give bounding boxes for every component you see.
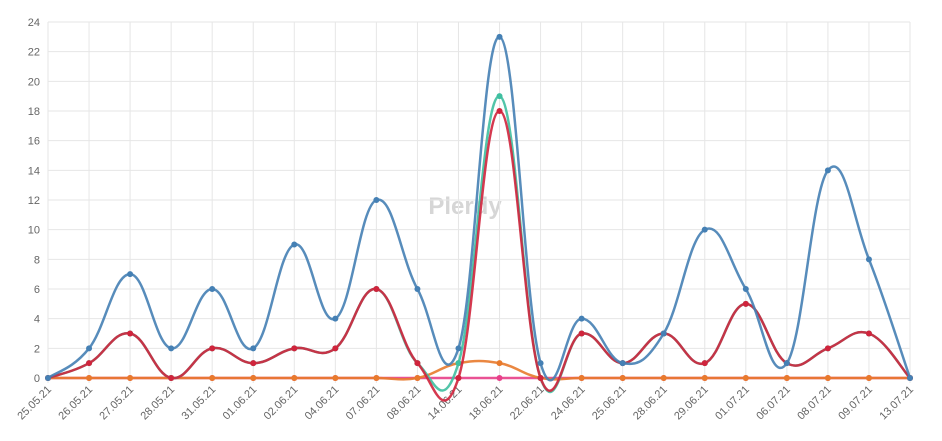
x-tick-label: 25.05.21 bbox=[15, 384, 54, 423]
x-tick-label: 07.06.21 bbox=[344, 384, 383, 423]
y-tick-label: 10 bbox=[28, 225, 40, 237]
data-point bbox=[86, 360, 93, 367]
data-point bbox=[291, 375, 298, 381]
y-tick-label: 0 bbox=[34, 373, 40, 385]
x-tick-label: 01.07.21 bbox=[713, 384, 752, 423]
series-line bbox=[47, 35, 912, 382]
y-tick-label: 20 bbox=[28, 76, 40, 88]
y-tick-label: 4 bbox=[34, 314, 40, 326]
data-point bbox=[537, 375, 544, 381]
data-point bbox=[455, 345, 462, 352]
data-point bbox=[783, 360, 790, 367]
x-tick-label: 02.06.21 bbox=[262, 384, 301, 423]
x-tick-label: 04.06.21 bbox=[303, 384, 342, 423]
data-point bbox=[496, 375, 503, 381]
data-point bbox=[332, 345, 339, 352]
data-point bbox=[168, 345, 175, 352]
data-point bbox=[250, 375, 257, 381]
x-tick-label: 31.05.21 bbox=[180, 384, 219, 423]
data-point bbox=[742, 286, 749, 292]
data-point bbox=[742, 300, 749, 307]
series-line bbox=[47, 109, 911, 402]
data-point bbox=[373, 375, 380, 381]
data-point bbox=[619, 375, 626, 381]
x-tick-label: 18.06.21 bbox=[467, 384, 506, 423]
y-tick-label: 8 bbox=[34, 254, 40, 266]
data-point bbox=[496, 93, 503, 100]
data-point bbox=[86, 345, 93, 352]
data-point bbox=[865, 330, 872, 337]
data-point bbox=[373, 197, 380, 203]
data-point bbox=[455, 375, 462, 381]
data-point bbox=[701, 375, 708, 381]
y-tick-label: 12 bbox=[28, 195, 40, 207]
data-point bbox=[742, 375, 749, 381]
data-point bbox=[250, 360, 257, 367]
data-point bbox=[865, 375, 872, 381]
series-line bbox=[47, 359, 910, 381]
y-tick-label: 24 bbox=[28, 17, 40, 29]
data-point bbox=[291, 241, 298, 248]
data-point bbox=[701, 360, 708, 367]
data-point bbox=[824, 375, 831, 381]
data-point bbox=[578, 315, 585, 322]
x-tick-label: 26.05.21 bbox=[56, 384, 95, 423]
x-tick-label: 25.06.21 bbox=[590, 384, 629, 423]
data-point bbox=[907, 375, 913, 381]
data-point bbox=[127, 330, 134, 337]
x-tick-label: 01.06.21 bbox=[221, 384, 260, 423]
data-point bbox=[578, 330, 585, 337]
data-point bbox=[373, 286, 380, 292]
y-tick-label: 14 bbox=[28, 165, 40, 177]
data-point bbox=[537, 360, 544, 367]
data-point bbox=[86, 375, 93, 381]
data-point bbox=[414, 375, 421, 381]
x-tick-label: 08.07.21 bbox=[795, 384, 834, 423]
data-point bbox=[824, 167, 831, 174]
data-point bbox=[291, 345, 298, 352]
data-point bbox=[496, 33, 503, 40]
y-tick-label: 22 bbox=[28, 47, 40, 59]
data-point bbox=[865, 256, 872, 263]
data-point bbox=[209, 286, 216, 292]
data-point bbox=[127, 375, 134, 381]
y-tick-label: 2 bbox=[34, 343, 40, 355]
data-point bbox=[783, 375, 790, 381]
data-point bbox=[578, 375, 585, 381]
data-point bbox=[824, 345, 831, 352]
data-point bbox=[701, 226, 708, 233]
x-tick-label: 06.07.21 bbox=[754, 384, 793, 423]
y-tick-label: 16 bbox=[28, 136, 40, 148]
data-point bbox=[332, 315, 339, 322]
x-tick-label: 28.05.21 bbox=[138, 384, 177, 423]
data-point bbox=[209, 375, 216, 381]
watermark: Plerdy bbox=[428, 193, 502, 220]
data-point bbox=[660, 375, 667, 381]
x-tick-label: 29.06.21 bbox=[672, 384, 711, 423]
x-tick-label: 27.05.21 bbox=[97, 384, 136, 423]
data-point bbox=[414, 360, 421, 367]
x-tick-label: 22.06.21 bbox=[508, 384, 547, 423]
data-point bbox=[414, 286, 421, 292]
x-tick-label: 09.07.21 bbox=[836, 384, 875, 423]
data-point bbox=[127, 271, 134, 278]
data-point bbox=[332, 375, 339, 381]
data-point bbox=[168, 375, 175, 381]
y-tick-label: 18 bbox=[28, 106, 40, 118]
data-point bbox=[660, 330, 667, 337]
data-point bbox=[209, 345, 216, 352]
data-point bbox=[496, 360, 503, 367]
data-point bbox=[619, 360, 626, 367]
data-point bbox=[45, 375, 51, 381]
y-tick-label: 6 bbox=[34, 284, 40, 296]
x-tick-label: 13.07.21 bbox=[877, 384, 916, 423]
data-point bbox=[250, 345, 257, 352]
data-point bbox=[455, 360, 462, 367]
x-tick-label: 08.06.21 bbox=[385, 384, 424, 423]
data-point bbox=[496, 108, 503, 114]
x-tick-label: 28.06.21 bbox=[631, 384, 670, 423]
